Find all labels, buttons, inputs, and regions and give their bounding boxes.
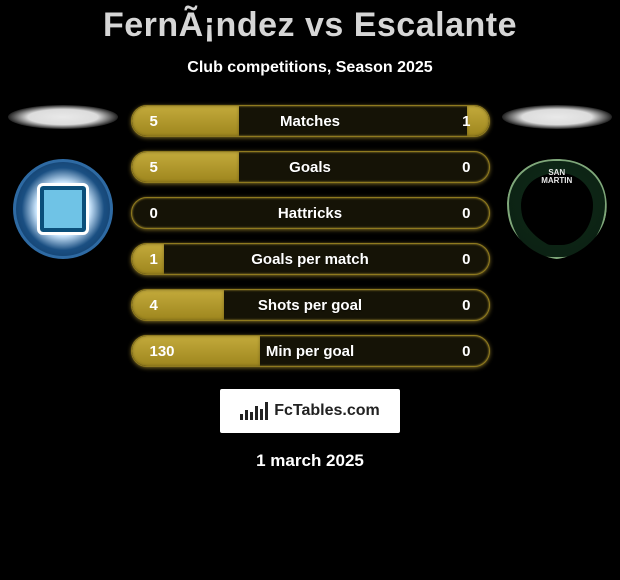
- bar-chart-icon: [240, 402, 268, 420]
- club-crest-right: [507, 159, 607, 259]
- stat-row: 40Shots per goal: [131, 289, 490, 321]
- stat-row: 50Goals: [131, 151, 490, 183]
- stat-label: Min per goal: [132, 343, 489, 360]
- comparison-date: 1 march 2025: [0, 451, 620, 471]
- stat-label: Matches: [132, 113, 489, 130]
- main-row: 51Matches 50Goals 00Hattricks 10Goals per m…: [0, 105, 620, 367]
- player-shadow-left: [8, 105, 118, 129]
- club-crest-right-wrap: [507, 159, 607, 259]
- right-player-column: [500, 105, 615, 259]
- stat-row: 00Hattricks: [131, 197, 490, 229]
- club-crest-left: [13, 159, 113, 259]
- stat-label: Goals: [132, 159, 489, 176]
- comparison-card: FernÃ¡ndez vs Escalante Club competition…: [0, 0, 620, 471]
- page-subtitle: Club competitions, Season 2025: [0, 59, 620, 77]
- stat-row: 51Matches: [131, 105, 490, 137]
- stats-list: 51Matches 50Goals 00Hattricks 10Goals per m…: [131, 105, 490, 367]
- page-title: FernÃ¡ndez vs Escalante: [0, 6, 620, 45]
- left-player-column: [6, 105, 121, 259]
- stat-row: 10Goals per match: [131, 243, 490, 275]
- stat-row: 1300Min per goal: [131, 335, 490, 367]
- stat-label: Shots per goal: [132, 297, 489, 314]
- stat-label: Goals per match: [132, 251, 489, 268]
- player-shadow-right: [502, 105, 612, 129]
- brand-badge[interactable]: FcTables.com: [220, 389, 400, 433]
- brand-label: FcTables.com: [274, 402, 380, 420]
- stat-label: Hattricks: [132, 205, 489, 222]
